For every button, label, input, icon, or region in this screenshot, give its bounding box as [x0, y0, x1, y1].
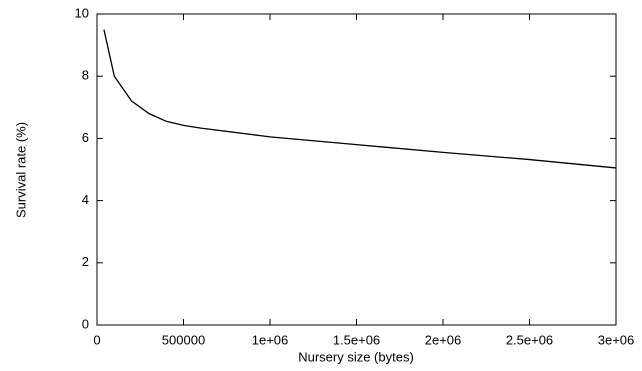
- y-axis-label: Survival rate (%): [13, 122, 28, 218]
- x-tick-label: 3e+06: [598, 332, 635, 347]
- y-tick-label: 0: [82, 316, 89, 331]
- y-tick-label: 2: [82, 254, 89, 269]
- plot-frame: [96, 13, 617, 326]
- x-tick-label: 1e+06: [252, 332, 289, 347]
- y-tick-label: 4: [82, 192, 89, 207]
- y-tick-label: 6: [82, 130, 89, 145]
- x-tick-label: 2e+06: [425, 332, 462, 347]
- x-tick-label: 2.5e+06: [506, 332, 553, 347]
- line-series: [103, 29, 617, 169]
- x-tick-label: 0: [93, 332, 100, 347]
- x-tick-label: 500000: [162, 332, 205, 347]
- x-tick-label: 1.5e+06: [333, 332, 380, 347]
- y-tick-label: 8: [82, 68, 89, 83]
- x-axis-label: Nursery size (bytes): [298, 349, 414, 364]
- y-tick-label: 10: [75, 5, 89, 20]
